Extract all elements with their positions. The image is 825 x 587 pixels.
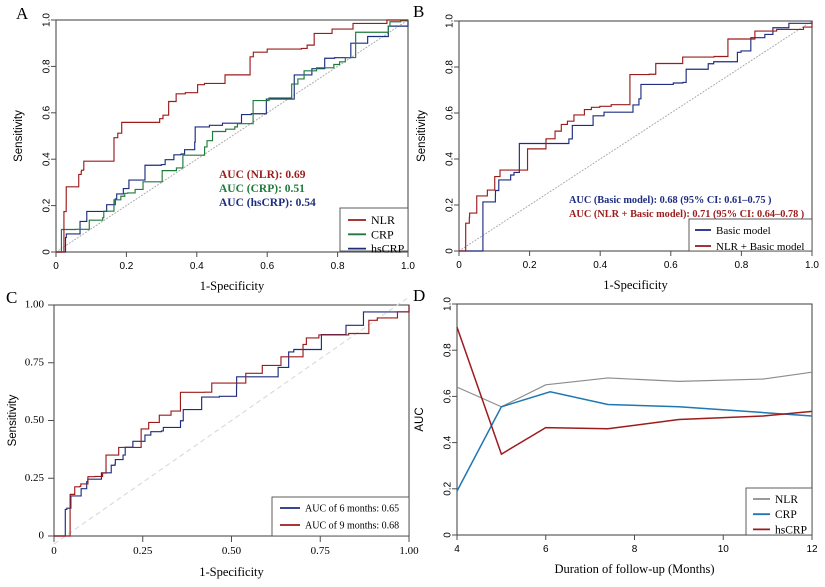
svg-text:12: 12 [806, 544, 818, 555]
svg-text:0: 0 [42, 249, 53, 255]
svg-text:AUC (CRP): 0.51: AUC (CRP): 0.51 [219, 183, 305, 195]
svg-text:0.4: 0.4 [190, 261, 204, 272]
svg-text:NLR + Basic model: NLR + Basic model [716, 241, 804, 253]
svg-text:0.2: 0.2 [523, 260, 537, 271]
svg-text:1-Specificity: 1-Specificity [603, 278, 668, 292]
svg-text:NLR: NLR [775, 494, 798, 506]
svg-text:AUC (NLR + Basic model): 0.71: AUC (NLR + Basic model): 0.71 (95% CI: 0… [569, 209, 804, 220]
svg-text:0: 0 [456, 260, 462, 271]
svg-text:0.4: 0.4 [445, 152, 456, 166]
svg-text:CRP: CRP [371, 227, 394, 241]
svg-text:0.6: 0.6 [664, 260, 678, 271]
svg-text:AUC of 6 months: 0.65: AUC of 6 months: 0.65 [305, 504, 399, 515]
svg-text:0: 0 [51, 545, 57, 557]
svg-text:AUC (NLR): 0.69: AUC (NLR): 0.69 [219, 169, 306, 181]
svg-text:0.25: 0.25 [133, 545, 153, 557]
svg-text:0.4: 0.4 [42, 152, 53, 166]
svg-text:Sensitivity: Sensitivity [7, 394, 19, 446]
svg-text:0.2: 0.2 [445, 198, 456, 212]
svg-text:1-Specificity: 1-Specificity [199, 565, 264, 579]
svg-text:1.00: 1.00 [399, 545, 419, 557]
svg-text:1.0: 1.0 [401, 261, 415, 272]
svg-text:AUC (hsCRP): 0.54: AUC (hsCRP): 0.54 [219, 197, 316, 209]
svg-text:hsCRP: hsCRP [775, 524, 807, 536]
svg-text:0: 0 [443, 532, 454, 538]
svg-text:0.2: 0.2 [443, 481, 454, 495]
svg-text:Sensitivity: Sensitivity [416, 110, 428, 162]
svg-text:0.4: 0.4 [593, 260, 607, 271]
svg-text:0.8: 0.8 [443, 343, 454, 357]
svg-text:0.25: 0.25 [25, 472, 45, 484]
svg-text:1.0: 1.0 [42, 13, 53, 27]
svg-text:1.00: 1.00 [25, 299, 45, 311]
svg-text:0.6: 0.6 [260, 261, 274, 272]
svg-text:1.0: 1.0 [805, 260, 819, 271]
svg-text:1.0: 1.0 [443, 297, 454, 311]
svg-text:CRP: CRP [775, 509, 797, 521]
svg-text:0.8: 0.8 [331, 261, 345, 272]
svg-text:1-Specificity: 1-Specificity [200, 279, 265, 293]
svg-text:0.6: 0.6 [445, 106, 456, 120]
svg-text:0.2: 0.2 [119, 261, 133, 272]
svg-text:0: 0 [445, 248, 456, 254]
svg-text:6: 6 [543, 544, 549, 555]
svg-text:0.2: 0.2 [42, 198, 53, 212]
svg-text:0.6: 0.6 [42, 105, 53, 119]
svg-text:8: 8 [632, 544, 638, 555]
svg-text:Basic model: Basic model [716, 225, 771, 237]
svg-text:0.75: 0.75 [25, 356, 45, 368]
svg-text:0.8: 0.8 [42, 59, 53, 73]
svg-text:AUC (Basic model): 0.68 (95% C: AUC (Basic model): 0.68 (95% CI: 0.61–0.… [569, 195, 771, 206]
svg-text:10: 10 [718, 544, 730, 555]
svg-text:AUC of 9 months: 0.68: AUC of 9 months: 0.68 [305, 521, 399, 532]
svg-text:hsCRP: hsCRP [371, 242, 405, 256]
svg-text:0.4: 0.4 [443, 435, 454, 449]
svg-text:0: 0 [53, 261, 59, 272]
svg-text:1.0: 1.0 [445, 14, 456, 28]
svg-text:0.75: 0.75 [311, 545, 331, 557]
svg-text:Sensitivity: Sensitivity [13, 110, 25, 162]
svg-text:4: 4 [454, 544, 460, 555]
svg-text:0.50: 0.50 [222, 545, 242, 557]
svg-text:NLR: NLR [371, 213, 395, 227]
svg-text:AUC: AUC [414, 407, 426, 431]
svg-text:0: 0 [39, 530, 45, 542]
svg-text:0.8: 0.8 [445, 60, 456, 74]
svg-text:0.8: 0.8 [734, 260, 748, 271]
svg-text:Duration of follow-up (Months): Duration of follow-up (Months) [554, 562, 714, 576]
svg-text:0.6: 0.6 [443, 389, 454, 403]
svg-text:0.50: 0.50 [25, 414, 45, 426]
